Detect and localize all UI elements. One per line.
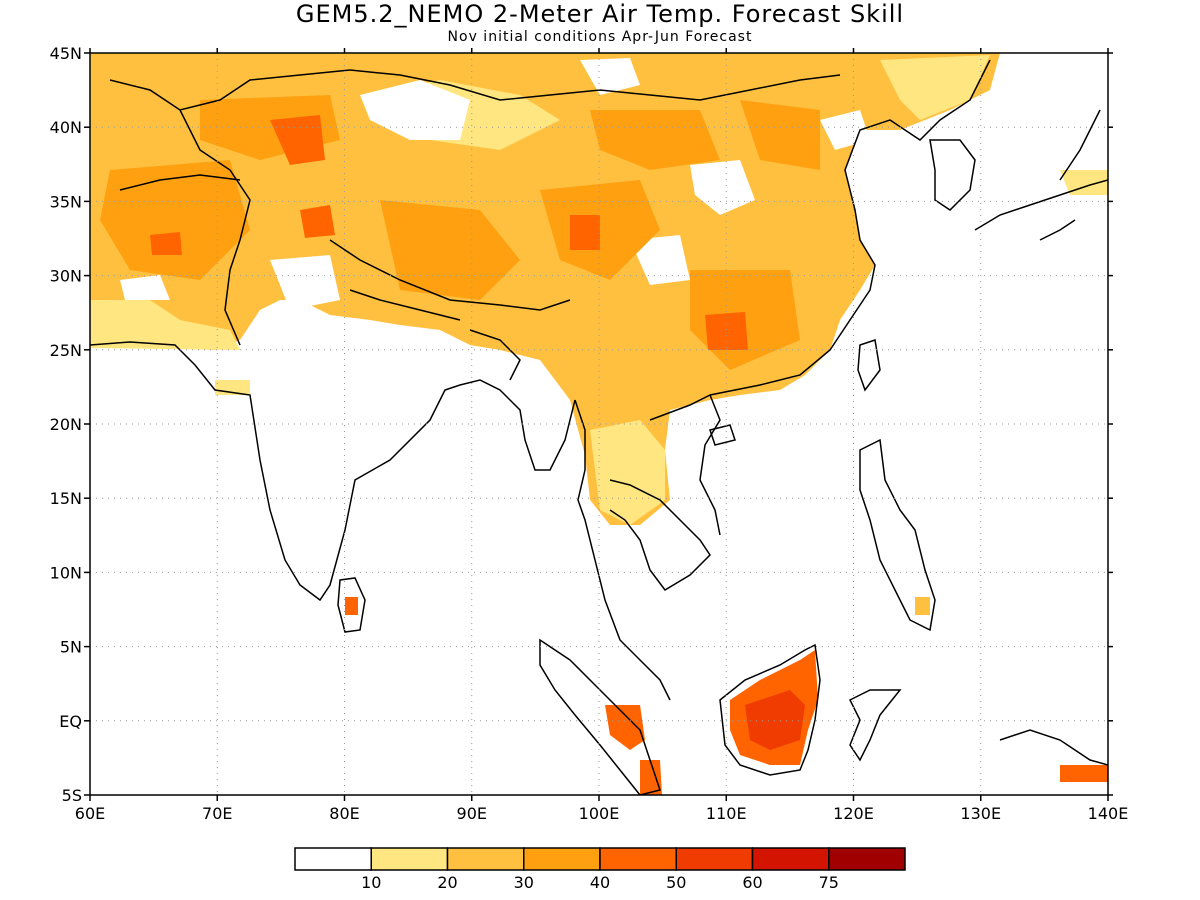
skill-sri-lanka xyxy=(345,597,358,615)
coast-borneo xyxy=(719,643,821,776)
legend-swatch xyxy=(370,847,449,871)
skill-region-central-asia xyxy=(90,53,1000,525)
lon-tick-label: 60E xyxy=(75,804,105,823)
legend-swatch xyxy=(751,847,830,871)
lat-tick-label: EQ xyxy=(59,712,82,731)
coast-sumatra xyxy=(539,638,661,795)
coast-sulawesi xyxy=(848,689,902,762)
coast-south-asia xyxy=(90,341,576,602)
skill-hotspot-red-4 xyxy=(705,312,748,350)
skill-hotspot-6 xyxy=(590,110,720,170)
legend-swatch xyxy=(675,847,754,871)
skill-sumatra-south xyxy=(640,760,662,795)
lat-tick-label: 10N xyxy=(50,563,82,582)
skill-new-guinea xyxy=(1060,765,1108,782)
skill-hotspot-red-3 xyxy=(570,215,600,250)
lon-tick-label: 90E xyxy=(457,804,487,823)
legend-label: 40 xyxy=(590,873,610,892)
lat-tick-label: 5S xyxy=(62,786,82,805)
skill-hotspot-7 xyxy=(740,100,820,170)
figure-subtitle: Nov initial conditions Apr-Jun Forecast xyxy=(447,29,753,45)
coast-china xyxy=(709,59,991,396)
lat-tick-label: 5N xyxy=(60,638,82,657)
lat-tick-label: 45N xyxy=(50,44,82,63)
lat-tick-label: 40N xyxy=(50,118,82,137)
skill-shading xyxy=(90,53,1108,795)
coast-sri-lanka xyxy=(337,577,366,633)
lat-tick-label: 35N xyxy=(50,192,82,211)
legend-swatch xyxy=(828,847,906,871)
legend-swatch xyxy=(523,847,601,871)
skill-hole-2 xyxy=(580,58,640,95)
skill-hole-6 xyxy=(820,110,870,150)
skill-patch-light-3 xyxy=(590,420,665,525)
lat-tick-label: 15N xyxy=(50,489,82,508)
legend-swatch xyxy=(599,847,677,871)
lon-tick-label: 70E xyxy=(202,804,232,823)
legend-label: 30 xyxy=(514,873,534,892)
skill-borneo-core xyxy=(745,690,805,750)
lon-tick-label: 120E xyxy=(833,804,874,823)
coast-philippines xyxy=(859,438,936,632)
border-central-asia xyxy=(109,69,571,381)
legend-label: 50 xyxy=(666,873,686,892)
skill-hotspot-red-1 xyxy=(270,115,325,165)
coast-taiwan xyxy=(857,339,881,392)
lon-tick-label: 110E xyxy=(706,804,747,823)
skill-hotspot-1 xyxy=(100,160,250,280)
lon-tick-label: 140E xyxy=(1088,804,1129,823)
border-mongolia xyxy=(349,69,841,101)
coast-new-guinea xyxy=(999,729,1108,766)
lat-tick-label: 30N xyxy=(50,267,82,286)
coastlines xyxy=(90,59,1108,795)
map-grid xyxy=(90,53,1108,795)
lon-tick-label: 80E xyxy=(329,804,359,823)
coast-japan xyxy=(974,109,1108,241)
legend-label: 10 xyxy=(361,873,381,892)
lat-tick-label: 20N xyxy=(50,415,82,434)
skill-hole-1 xyxy=(360,80,470,140)
skill-patch-light-1 xyxy=(90,300,240,350)
skill-hotspot-red-5 xyxy=(300,205,335,238)
legend-label: 75 xyxy=(819,873,839,892)
skill-hole-5 xyxy=(270,255,340,310)
skill-patch-light-5 xyxy=(1060,170,1108,195)
coast-korea xyxy=(929,139,976,211)
coast-hainan xyxy=(709,424,736,446)
legend-label: 20 xyxy=(437,873,457,892)
skill-patch-light-4 xyxy=(880,55,990,120)
coast-se-asia xyxy=(574,393,721,701)
lat-tick-label: 25N xyxy=(50,341,82,360)
legend-swatch xyxy=(294,847,372,871)
skill-hole-4 xyxy=(630,235,690,285)
skill-hotspot-red-2 xyxy=(150,232,182,255)
lon-tick-label: 100E xyxy=(579,804,620,823)
skill-hole-7 xyxy=(120,275,170,300)
lon-tick-label: 130E xyxy=(960,804,1001,823)
legend-label: 60 xyxy=(742,873,762,892)
legend-swatch xyxy=(446,847,525,871)
axis-ticks: 60E 70E 80E 90E 100E 110E 120E 130E 140E 45N 40N 35… xyxy=(50,44,1129,823)
figure-title: GEM5.2_NEMO 2-Meter Air Temp. Forecast S… xyxy=(295,0,905,28)
colorbar-legend: 10 20 30 40 50 60 75 xyxy=(294,847,906,892)
skill-sumatra xyxy=(605,705,645,750)
skill-philippines xyxy=(915,597,930,615)
skill-hotspot-3 xyxy=(380,200,520,300)
